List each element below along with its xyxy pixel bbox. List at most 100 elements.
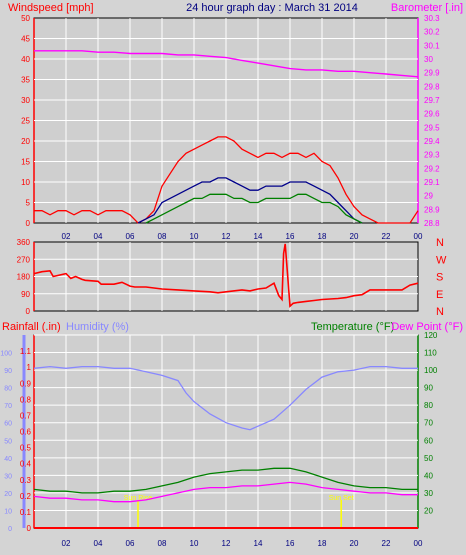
hour-tick-label: 22: [382, 539, 391, 548]
barometer-tick-label: 30: [424, 55, 433, 64]
hour-tick-label: 02: [62, 232, 71, 241]
temperature-tick-label: 20: [424, 506, 433, 515]
humidity-series-line: [33, 365, 418, 431]
hour-tick-label: 20: [350, 232, 359, 241]
direction-degree-tick-label: 90: [21, 290, 30, 299]
compass-tick-label: N: [436, 306, 444, 318]
temperature-tick-label: 70: [424, 419, 433, 428]
hour-tick-label: 16: [286, 539, 295, 548]
hour-tick-label: 02: [62, 539, 71, 548]
windspeed-tick-label: 0: [26, 219, 31, 228]
hour-tick-label: 04: [94, 539, 103, 548]
windspeed-tick-label: 25: [21, 117, 30, 126]
temperature-tick-label: 50: [424, 454, 433, 463]
humidity-tick-label: 100: [0, 351, 12, 358]
hour-tick-label: 00: [414, 232, 423, 241]
humidity-tick-label: 60: [4, 421, 12, 428]
barometer-tick-label: 28.9: [424, 205, 440, 214]
hour-tick-label: 14: [254, 232, 263, 241]
hour-tick-label: 04: [94, 232, 103, 241]
hour-tick-label: 12: [222, 232, 231, 241]
hour-tick-label: 08: [158, 232, 167, 241]
direction-degree-tick-label: 270: [17, 255, 31, 264]
humidity-tick-label: 30: [4, 473, 12, 480]
direction-degree-tick-label: 360: [17, 238, 31, 247]
dewpoint-series-line: [33, 481, 418, 503]
temperature-series-line: [33, 467, 418, 494]
rainfall-axis-title: Rainfall (.in): [2, 321, 61, 333]
average-series-line: [137, 177, 363, 224]
humidity-tick-label: 50: [4, 438, 12, 445]
barometer-series-line: [34, 50, 419, 78]
windspeed-tick-label: 15: [21, 158, 30, 167]
rainfall-tick-label: 0.6: [20, 428, 32, 437]
windspeed-axis-title: Windspeed [mph]: [8, 2, 94, 14]
barometer-tick-label: 29.9: [424, 69, 440, 78]
barometer-tick-label: 30.1: [424, 41, 440, 50]
rainfall-tick-label: 0.5: [20, 444, 32, 453]
humidity-tick-label: 40: [4, 456, 12, 463]
hour-tick-label: 10: [190, 232, 199, 241]
rainfall-tick-label: 0.4: [20, 460, 32, 469]
hour-tick-label: 00: [414, 539, 423, 548]
direction-degree-tick-label: 0: [26, 307, 31, 316]
windspeed-tick-label: 5: [26, 199, 31, 208]
temperature-tick-label: 90: [424, 384, 433, 393]
temperature-tick-label: 40: [424, 471, 433, 480]
rainfall-tick-label: 0.3: [20, 476, 32, 485]
rainfall-tick-label: 0.8: [20, 395, 32, 404]
wind-series-line: [145, 193, 363, 224]
temperature-tick-label: 80: [424, 401, 433, 410]
compass-tick-label: N: [436, 237, 444, 249]
barometer-tick-label: 29.6: [424, 110, 440, 119]
barometer-tick-label: 30.2: [424, 28, 440, 37]
rainfall-tick-label: 0.9: [20, 379, 32, 388]
barometer-tick-label: 29.3: [424, 151, 440, 160]
hour-tick-label: 06: [126, 232, 135, 241]
windspeed-tick-label: 10: [21, 178, 30, 187]
temperature-tick-label: 60: [424, 436, 433, 445]
temperature-tick-label: 120: [424, 331, 438, 340]
wind-direction-series-line: [33, 243, 419, 308]
barometer-tick-label: 29.4: [424, 137, 440, 146]
rainfall-tick-label: 0.7: [20, 411, 32, 420]
humidity-tick-label: 70: [4, 403, 12, 410]
barometer-tick-label: 29.5: [424, 123, 440, 132]
direction-degree-tick-label: 180: [17, 273, 31, 282]
rainfall-tick-label: 0.1: [20, 508, 32, 517]
compass-tick-label: S: [436, 272, 443, 284]
humidity-tick-label: 10: [4, 508, 12, 515]
windspeed-tick-label: 20: [21, 137, 30, 146]
hour-tick-label: 06: [126, 539, 135, 548]
hour-tick-label: 18: [318, 232, 327, 241]
humidity-tick-label: 80: [4, 386, 12, 393]
compass-tick-label: W: [436, 254, 447, 266]
hour-tick-label: 16: [286, 232, 295, 241]
temperature-axis-title: Temperature (°F): [311, 321, 394, 333]
barometer-axis-title: Barometer [.in]: [391, 2, 463, 14]
hour-tick-label: 10: [190, 539, 199, 548]
windspeed-tick-label: 40: [21, 55, 30, 64]
sun-event-label: Sun Set: [329, 495, 354, 502]
rainfall-tick-label: 0: [27, 524, 32, 533]
hour-tick-label: 12: [222, 539, 231, 548]
rainfall-tick-label: 0.2: [20, 492, 32, 501]
hour-tick-label: 22: [382, 232, 391, 241]
barometer-tick-label: 30.3: [424, 14, 440, 23]
compass-tick-label: E: [436, 289, 443, 301]
humidity-axis-title: Humidity (%): [66, 321, 129, 333]
windspeed-tick-label: 50: [21, 14, 30, 23]
humidity-tick-label: 90: [4, 368, 12, 375]
barometer-tick-label: 29: [424, 192, 433, 201]
sun-event-label: Sun Rise: [124, 495, 153, 502]
barometer-tick-label: 29.1: [424, 178, 440, 187]
barometer-tick-label: 28.8: [424, 219, 440, 228]
windspeed-tick-label: 45: [21, 35, 30, 44]
temperature-tick-label: 100: [424, 366, 438, 375]
rainfall-tick-label: 1: [27, 363, 32, 372]
hour-tick-label: 08: [158, 539, 167, 548]
barometer-tick-label: 29.8: [424, 82, 440, 91]
temperature-tick-label: 30: [424, 489, 433, 498]
